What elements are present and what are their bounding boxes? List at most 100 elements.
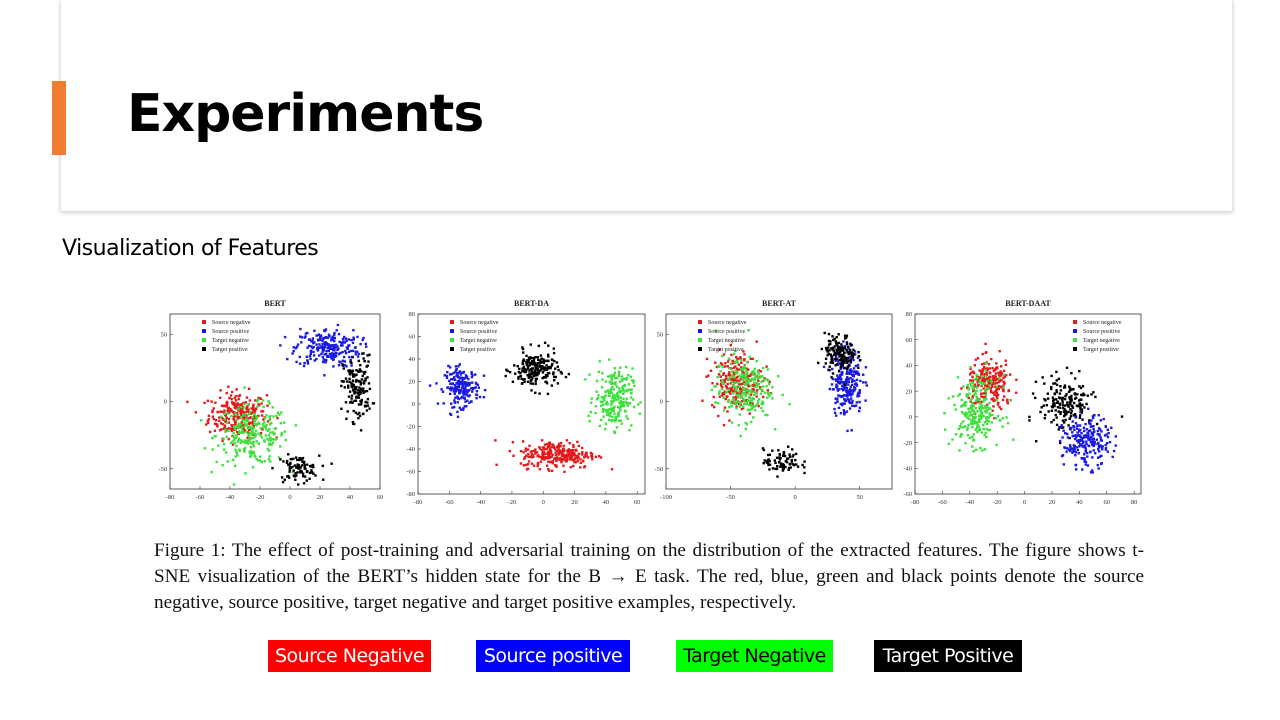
data-point: [294, 472, 297, 475]
data-point: [1067, 390, 1071, 393]
data-point: [562, 457, 566, 460]
data-point: [219, 410, 222, 413]
data-point: [553, 359, 556, 363]
data-point: [234, 436, 237, 439]
data-point: [292, 457, 295, 461]
data-point: [979, 404, 982, 408]
data-point: [235, 407, 239, 410]
data-point: [615, 394, 619, 397]
data-point: [579, 466, 582, 469]
data-point: [971, 422, 975, 426]
legend-marker: [1073, 338, 1077, 342]
data-point: [621, 389, 624, 392]
data-point: [264, 424, 267, 428]
data-point: [984, 388, 987, 391]
data-point: [541, 376, 544, 380]
data-point: [1096, 433, 1099, 436]
data-point: [582, 459, 585, 462]
data-point: [1069, 395, 1072, 399]
data-point: [1085, 428, 1089, 431]
data-point: [354, 380, 358, 383]
data-point: [356, 392, 360, 395]
data-point: [464, 400, 467, 403]
data-point: [975, 389, 978, 393]
data-point: [522, 351, 525, 354]
data-point: [732, 377, 735, 381]
data-point: [535, 363, 538, 367]
data-point: [359, 369, 363, 373]
data-point: [512, 454, 515, 457]
data-point: [730, 421, 734, 424]
data-point: [1072, 414, 1075, 417]
data-point: [628, 429, 631, 432]
data-point: [1006, 398, 1009, 401]
data-point: [597, 370, 600, 374]
data-point: [331, 354, 334, 358]
data-point: [986, 376, 989, 380]
data-point: [975, 373, 978, 377]
data-point: [740, 395, 744, 399]
data-point: [856, 395, 859, 398]
data-point: [838, 388, 841, 391]
data-point: [773, 428, 777, 431]
data-point: [361, 338, 364, 342]
y-tick-label: -50: [654, 466, 663, 473]
data-point: [268, 402, 271, 405]
legend-marker: [1073, 347, 1077, 351]
data-point: [1077, 438, 1081, 442]
data-point: [222, 438, 225, 441]
data-point: [718, 348, 721, 351]
data-point: [729, 367, 732, 370]
data-point: [344, 349, 347, 353]
data-point: [743, 387, 746, 390]
data-point: [855, 401, 859, 404]
data-point: [962, 385, 965, 388]
data-point: [735, 388, 738, 391]
data-point: [966, 384, 969, 387]
data-point: [1028, 415, 1031, 419]
data-point: [788, 463, 791, 466]
data-point: [285, 461, 289, 464]
data-point: [1080, 411, 1083, 414]
data-point: [1047, 410, 1050, 413]
data-point: [1064, 394, 1067, 398]
data-point: [349, 349, 353, 353]
data-point: [526, 359, 529, 362]
data-point: [526, 366, 530, 370]
data-point: [251, 405, 255, 409]
data-point: [1071, 434, 1074, 438]
data-point: [225, 435, 228, 438]
data-point: [536, 373, 539, 376]
data-point: [552, 347, 555, 350]
data-point: [752, 416, 755, 419]
data-point: [1059, 426, 1062, 429]
data-point: [531, 377, 534, 380]
data-point: [781, 393, 784, 397]
data-point: [1092, 424, 1095, 428]
data-point: [1111, 455, 1114, 459]
data-point: [528, 375, 532, 379]
data-point: [963, 403, 966, 406]
data-point: [833, 407, 836, 411]
data-point: [455, 389, 458, 392]
data-point: [1061, 399, 1064, 402]
data-point: [525, 463, 528, 467]
data-point: [750, 407, 753, 411]
data-point: [962, 426, 965, 429]
data-point: [449, 366, 452, 369]
data-point: [761, 375, 764, 378]
data-point: [525, 361, 528, 364]
data-point: [364, 400, 367, 404]
data-point: [237, 437, 241, 440]
data-point: [749, 393, 753, 396]
data-point: [450, 389, 453, 392]
data-point: [619, 419, 622, 422]
data-point: [257, 459, 260, 462]
x-tick-label: 40: [1076, 499, 1083, 506]
data-point: [631, 379, 634, 382]
data-point: [736, 391, 739, 394]
data-point: [745, 423, 749, 426]
data-point: [1059, 441, 1062, 445]
data-point: [727, 372, 731, 375]
data-point: [849, 389, 853, 392]
